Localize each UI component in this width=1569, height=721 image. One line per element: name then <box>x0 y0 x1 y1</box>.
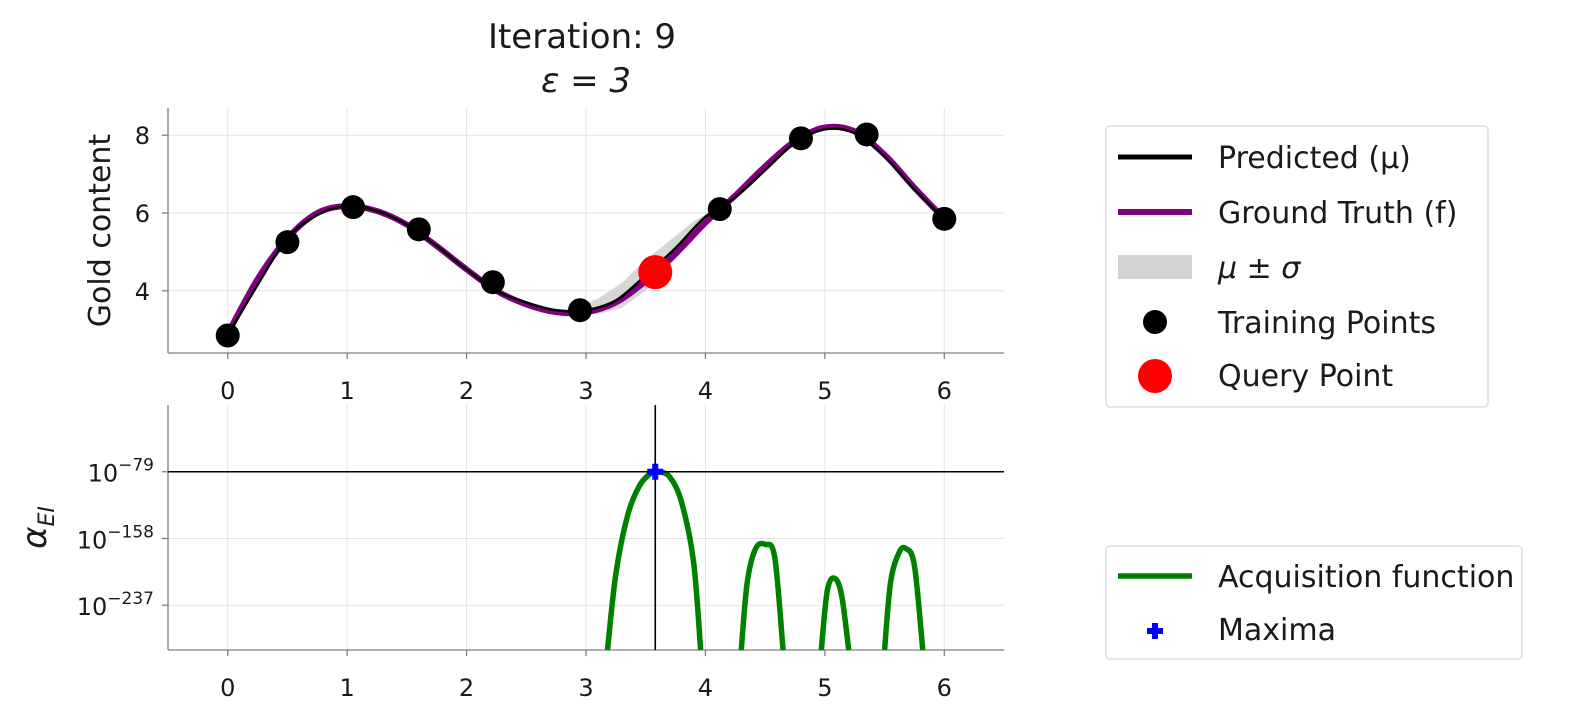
bottom-x-tick-label: 1 <box>340 674 355 702</box>
query-point <box>638 255 673 290</box>
top-plot-panel: 0 1 2 3 4 5 6 4 6 8 Gold content <box>83 108 1004 405</box>
bottom-y-tick-label: 10−237 <box>77 589 154 621</box>
y-tick-exponent: −158 <box>107 522 154 542</box>
bottom-x-tick-label: 4 <box>698 674 713 702</box>
top-y-tick-label: 8 <box>135 122 150 150</box>
legend-maxima-label: Maxima <box>1218 613 1336 648</box>
maxima-marker <box>647 463 664 480</box>
legend-band-swatch <box>1118 255 1192 279</box>
top-y-tick-label: 4 <box>135 278 150 306</box>
bottom-legend: Acquisition function Maxima <box>1105 545 1523 660</box>
bottom-y-tick-label: 10−158 <box>77 522 154 554</box>
training-point <box>406 217 431 242</box>
y-tick-exponent: −237 <box>107 589 154 609</box>
legend-maxima-swatch <box>1147 623 1163 639</box>
bottom-y-tick-label: 10−79 <box>88 456 154 488</box>
legend-acquisition-label: Acquisition function <box>1218 560 1514 595</box>
acquisition-curve <box>604 468 704 651</box>
legend-band-label: μ ± σ <box>1217 251 1301 286</box>
top-x-tick-label: 2 <box>459 377 474 405</box>
top-y-tick-label: 6 <box>135 200 150 228</box>
top-x-tick-label: 0 <box>220 377 235 405</box>
chart-title-line2: ε = 3 <box>541 61 631 101</box>
top-legend: Predicted (μ) Ground Truth (f) μ ± σ Traini… <box>1105 125 1489 408</box>
legend-training-label: Training Points <box>1217 306 1436 341</box>
training-point <box>932 206 957 231</box>
training-point <box>788 126 813 151</box>
acquisition-curve <box>738 540 786 651</box>
top-legend-frame <box>1105 125 1489 408</box>
acquisition-curve <box>818 575 852 651</box>
chart-title-line1: Iteration: 9 <box>488 17 676 57</box>
y-tick-base: 10 <box>88 460 119 488</box>
training-point <box>480 270 505 295</box>
y-tick-exponent: −79 <box>118 456 154 476</box>
bottom-legend-frame <box>1105 545 1523 660</box>
training-point <box>854 122 879 147</box>
bottom-x-tick-label: 3 <box>578 674 593 702</box>
top-y-axis-label: Gold content <box>83 134 118 328</box>
acquisition-curve <box>881 544 926 651</box>
top-x-tick-label: 4 <box>698 377 713 405</box>
legend-query-label: Query Point <box>1218 359 1393 394</box>
top-x-tick-label: 5 <box>817 377 832 405</box>
training-point <box>707 197 732 222</box>
top-x-tick-label: 6 <box>937 377 952 405</box>
bottom-x-tick-label: 5 <box>817 674 832 702</box>
legend-predicted-label: Predicted (μ) <box>1218 141 1411 176</box>
training-point <box>341 195 366 220</box>
training-point <box>275 230 300 255</box>
bottom-x-tick-label: 2 <box>459 674 474 702</box>
bottom-y-axis-label: αEI <box>15 506 60 549</box>
legend-ground-truth-label: Ground Truth (f) <box>1218 196 1457 231</box>
training-point <box>568 298 593 323</box>
bottom-x-tick-label: 6 <box>937 674 952 702</box>
y-tick-base: 10 <box>77 526 108 554</box>
top-x-tick-label: 3 <box>578 377 593 405</box>
top-x-tick-label: 1 <box>340 377 355 405</box>
training-point <box>215 323 240 348</box>
bottom-x-tick-label: 0 <box>220 674 235 702</box>
y-tick-base: 10 <box>77 593 108 621</box>
legend-training-swatch <box>1143 310 1167 334</box>
legend-query-swatch <box>1138 359 1172 393</box>
